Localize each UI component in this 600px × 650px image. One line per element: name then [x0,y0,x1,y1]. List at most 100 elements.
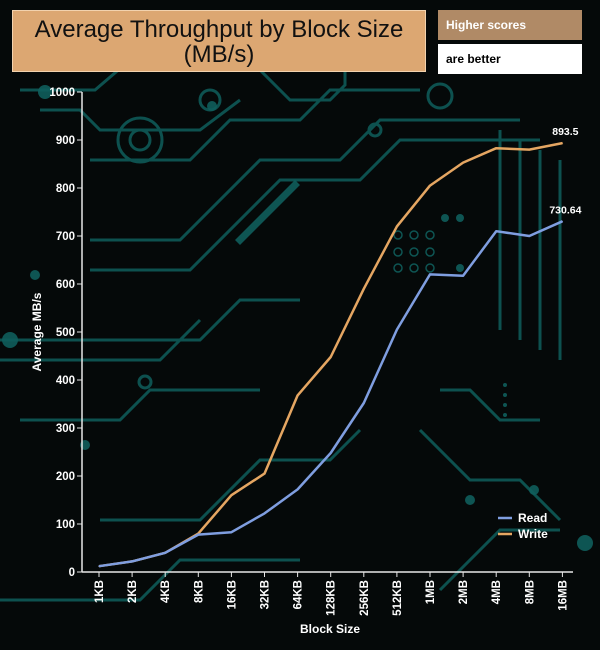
x-tick-label: 2KB [127,580,139,603]
circuit-ring [137,374,153,390]
x-tick-label: 16MB [557,580,569,611]
data-point-write [297,394,299,396]
data-point-read [495,230,497,232]
data-point-write [528,149,530,151]
data-point-read [98,565,100,567]
data-point-read [396,329,398,331]
data-point-read [330,452,332,454]
end-value-label-write: 893.5 [552,126,578,138]
end-value-label-read: 730.64 [549,204,581,216]
circuit-ring [425,247,435,257]
circuit-ring [116,116,164,164]
circuit-ring [409,263,419,273]
circuit-trace [498,130,562,360]
y-tick-label: 200 [56,471,75,483]
x-tick-label: 1MB [425,580,437,604]
data-point-read [230,531,232,533]
chart-title-line-2: (MB/s) [183,41,255,68]
circuit-dot [207,101,217,111]
circuit-trace [90,138,540,272]
circuit-ring [425,263,435,273]
circuit-ring [393,230,403,240]
y-tick-label: 500 [56,327,75,339]
circuit-dot [503,413,507,417]
y-tick-label: 1000 [49,87,75,99]
x-tick-label: 8KB [193,580,205,603]
circuit-trace [438,528,560,592]
legend-label-write: Write [518,527,548,541]
x-tick-label: 32KB [260,580,272,609]
circuit-trace [418,428,562,522]
data-point-read [131,560,133,563]
y-tick-label: 900 [56,135,75,147]
circuit-trace [40,98,241,132]
data-point-read [263,512,266,515]
x-tick-label: 16KB [226,580,238,609]
y-tick-label: 800 [56,183,75,195]
data-point-read [363,402,365,404]
x-tick-label: 512KB [392,580,404,616]
data-point-write [462,161,464,164]
circuit-dot [38,85,52,99]
data-point-write [561,142,564,144]
x-tick-label: 128KB [326,580,338,616]
data-point-read [297,488,299,491]
data-point-write [429,185,431,187]
legend-label-read: Read [518,511,547,525]
circuit-trace [0,318,202,362]
data-point-write [363,288,365,290]
circuit-dot [2,332,18,348]
circuit-pad [235,180,300,245]
y-tick-label: 700 [56,231,75,243]
circuit-dot [503,403,507,407]
x-tick-label: 256KB [359,580,371,616]
circuit-dot [503,383,507,387]
circuit-dot [441,214,449,222]
circuit-dot [503,393,507,397]
circuit-dot [30,270,40,280]
note-higher-scores: Higher scores [438,10,582,40]
data-point-read [429,273,431,275]
data-point-write [230,494,232,496]
circuit-ring [409,247,419,257]
circuit-dot [456,214,464,222]
circuit-dot [577,535,593,551]
circuit-trace [440,388,540,422]
circuit-trace [100,428,362,522]
data-point-read [462,275,464,277]
note-are-better: are better [438,44,582,74]
circuit-ring [128,128,152,152]
data-point-write [495,147,497,149]
circuit-trace [90,118,520,242]
circuit-trace [20,388,260,422]
circuit-ring [409,230,419,240]
circuit-trace [0,558,300,602]
circuit-dot [529,485,539,495]
data-point-write [263,473,266,475]
circuit-ring [426,82,454,110]
chart-title-box: Average Throughput by Block Size (MB/s) [12,10,426,72]
y-tick-label: 300 [56,423,75,435]
circuit-ring [393,263,403,273]
data-point-write [396,225,398,227]
circuit-trace [90,88,420,162]
x-tick-label: 8MB [524,580,536,604]
circuit-trace [20,58,347,102]
x-tick-label: 4KB [160,580,172,603]
y-tick-label: 0 [69,567,75,579]
data-point-read [197,533,199,536]
y-tick-label: 400 [56,375,75,387]
y-axis-label: Average MB/s [30,292,44,371]
chart-title-line-1: Average Throughput by Block Size [34,16,404,43]
circuit-ring [393,247,403,257]
x-axis-label: Block Size [300,622,360,636]
data-point-read [561,220,564,222]
circuit-dot [456,264,464,272]
data-point-read [164,552,166,554]
y-tick-label: 600 [56,279,75,291]
x-tick-label: 2MB [458,580,470,604]
circuit-trace [0,298,300,342]
data-point-read [528,235,530,237]
